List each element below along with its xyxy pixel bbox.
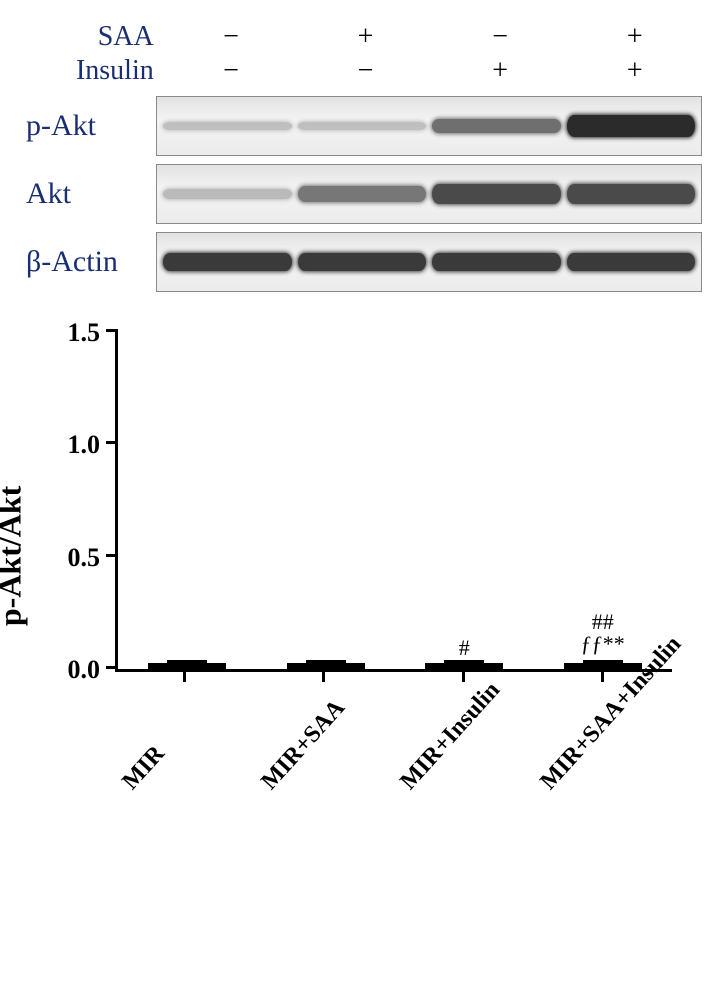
blot-strip: [156, 232, 702, 292]
x-label-slot: MIR: [129, 672, 240, 812]
bar: [287, 663, 365, 669]
saa-col2: +: [298, 20, 433, 54]
y-axis-label: p-Akt/Akt: [0, 486, 29, 626]
bar-chart: p-Akt/Akt ### ƒƒ** 0.00.51.01.5 MIRMIR+S…: [20, 322, 702, 812]
x-tick: [183, 672, 186, 682]
x-axis-label: MIR+Insulin: [396, 695, 491, 796]
bar-slot: [132, 660, 243, 669]
saa-col4: +: [567, 20, 702, 54]
bar-group: # ## ƒƒ**: [118, 332, 672, 669]
blot-row: Akt: [20, 164, 702, 224]
bar-slot: [270, 660, 381, 669]
insulin-col3: +: [433, 54, 568, 88]
bar: [425, 663, 503, 669]
y-tick-label: 0.5: [68, 543, 101, 573]
blot-band: [567, 115, 696, 137]
insulin-row: Insulin − − + +: [20, 54, 702, 88]
blot-band: [432, 253, 561, 271]
blot-band: [298, 253, 427, 271]
blot-label: β-Actin: [20, 245, 156, 279]
saa-row: SAA − + − +: [20, 20, 702, 54]
blot-strip: [156, 164, 702, 224]
y-tick-label: 1.0: [68, 430, 101, 460]
insulin-col1: −: [164, 54, 299, 88]
blot-label: p-Akt: [20, 109, 156, 143]
y-tick: 1.0: [106, 441, 118, 444]
blot-band: [163, 122, 292, 130]
x-axis-label: MIR: [117, 695, 212, 796]
bar: [564, 663, 642, 669]
saa-col1: −: [164, 20, 299, 54]
bar: [148, 663, 226, 669]
insulin-col4: +: [567, 54, 702, 88]
treatment-header: SAA − + − + Insulin − − + +: [20, 20, 702, 88]
y-tick: 0.5: [106, 554, 118, 557]
blot-band: [432, 184, 561, 204]
blot-strip: [156, 96, 702, 156]
y-tick-label: 1.5: [68, 318, 101, 348]
saa-label: SAA: [20, 20, 164, 54]
x-tick: [462, 672, 465, 682]
figure-container: SAA − + − + Insulin − − + + p-Akt Akt β-Ac…: [20, 20, 702, 812]
x-label-slot: MIR+Insulin: [407, 672, 518, 812]
x-axis-label: MIR+SAA: [257, 695, 352, 796]
blot-band: [567, 253, 696, 271]
x-label-slot: MIR+SAA: [268, 672, 379, 812]
x-axis-labels: MIRMIR+SAAMIR+InsulinMIR+SAA+Insulin: [115, 672, 672, 812]
insulin-label: Insulin: [20, 54, 164, 88]
blot-section: p-Akt Akt β-Actin: [20, 96, 702, 292]
blot-band: [567, 184, 696, 204]
x-label-slot: MIR+SAA+Insulin: [547, 672, 658, 812]
blot-band: [163, 253, 292, 271]
x-tick: [601, 672, 604, 682]
blot-band: [298, 186, 427, 202]
significance-marker: #: [459, 637, 470, 659]
blot-band: [298, 122, 427, 130]
significance-marker: ## ƒƒ**: [581, 611, 625, 655]
chart-axes: ### ƒƒ** 0.00.51.01.5: [115, 332, 672, 672]
y-tick: 0.0: [106, 666, 118, 669]
y-tick-label: 0.0: [68, 655, 101, 685]
x-tick: [322, 672, 325, 682]
bar-slot: #: [409, 660, 520, 669]
blot-row: β-Actin: [20, 232, 702, 292]
insulin-col2: −: [298, 54, 433, 88]
blot-band: [432, 119, 561, 133]
saa-col3: −: [433, 20, 568, 54]
blot-label: Akt: [20, 177, 156, 211]
blot-band: [163, 189, 292, 199]
y-tick: 1.5: [106, 329, 118, 332]
x-axis-label: MIR+SAA+Insulin: [535, 695, 630, 796]
blot-row: p-Akt: [20, 96, 702, 156]
